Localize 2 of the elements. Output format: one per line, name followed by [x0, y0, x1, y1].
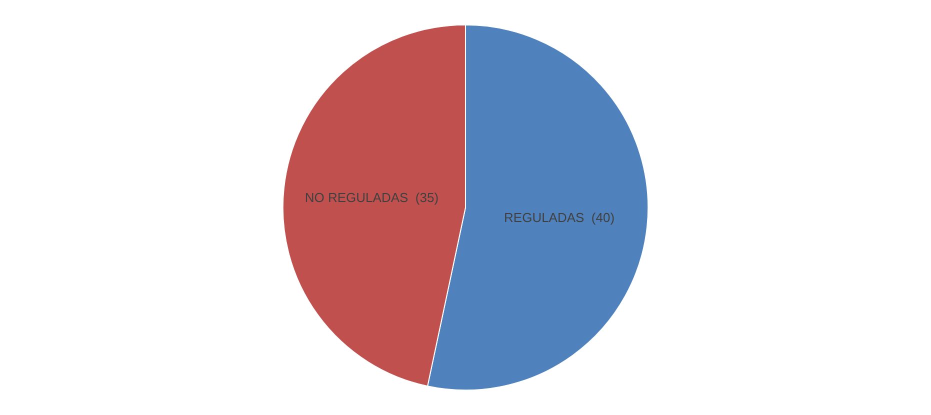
slice-label: NO REGULADAS (35) — [304, 190, 439, 206]
slice-label: REGULADAS (40) — [504, 210, 615, 225]
